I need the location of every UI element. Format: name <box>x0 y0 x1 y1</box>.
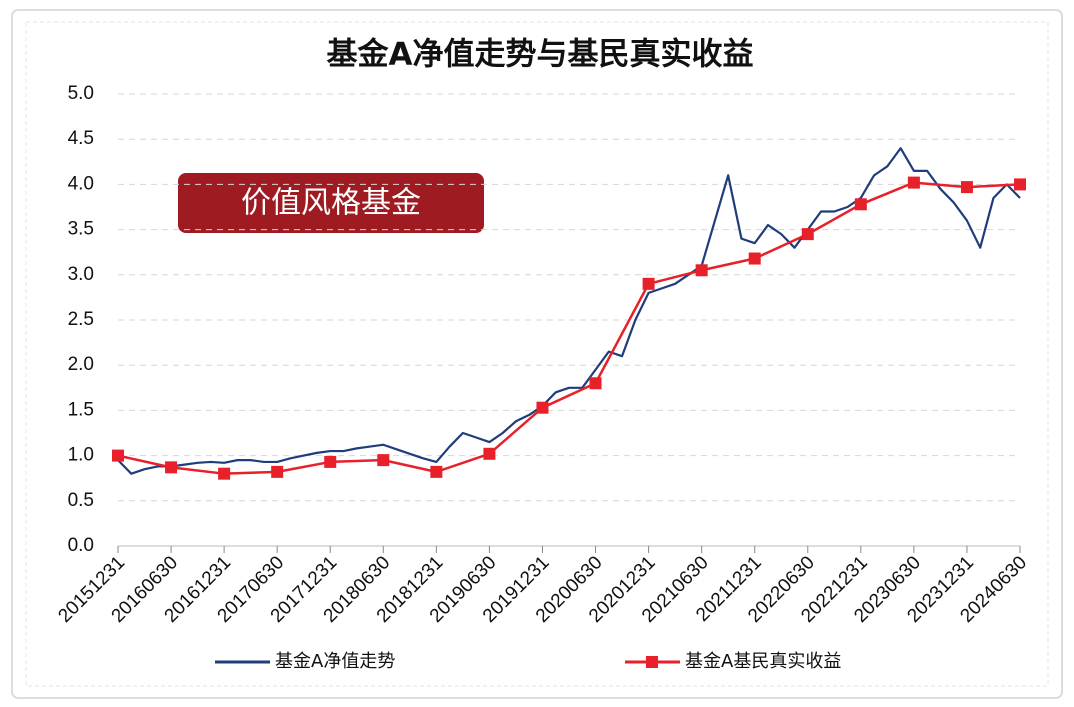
marker <box>483 447 496 460</box>
marker <box>271 465 284 478</box>
marker <box>165 461 178 474</box>
marker <box>377 454 390 467</box>
marker <box>907 176 920 189</box>
y-tick-label: 5.0 <box>68 83 94 104</box>
y-tick-label: 1.0 <box>68 445 94 466</box>
marker <box>854 198 867 211</box>
marker <box>748 252 761 265</box>
y-tick-label: 4.5 <box>68 128 94 149</box>
marker <box>589 377 602 390</box>
y-tick-label: 3.0 <box>68 264 94 285</box>
marker <box>801 228 814 241</box>
series-line <box>117 147 1021 475</box>
series-line <box>117 181 1021 475</box>
marker <box>1014 178 1026 191</box>
annotation: 价值风格基金 <box>241 186 421 221</box>
legend-label: 基金A基民真实收益 <box>685 651 841 672</box>
card <box>11 9 1063 699</box>
marker <box>112 449 124 462</box>
marker <box>695 264 708 277</box>
y-tick-label: 1.5 <box>68 399 94 420</box>
legend-marker <box>646 656 658 668</box>
marker <box>536 401 549 414</box>
y-tick-label: 0.0 <box>68 535 94 556</box>
marker <box>960 181 973 194</box>
marker <box>218 467 231 480</box>
chart-title: 基金A净值走势与基民真实收益 <box>327 37 754 73</box>
y-tick-label: 2.5 <box>68 309 94 330</box>
y-tick-label: 2.0 <box>68 354 94 375</box>
y-tick-label: 4.0 <box>68 173 94 194</box>
marker <box>430 465 443 478</box>
annotation-box <box>178 173 484 233</box>
legend-label: 基金A净值走势 <box>275 651 395 672</box>
y-tick-label: 3.5 <box>68 219 94 240</box>
marker <box>324 455 337 468</box>
inner-frame <box>25 21 1049 687</box>
y-tick-label: 0.5 <box>68 490 94 511</box>
marker <box>642 277 655 290</box>
